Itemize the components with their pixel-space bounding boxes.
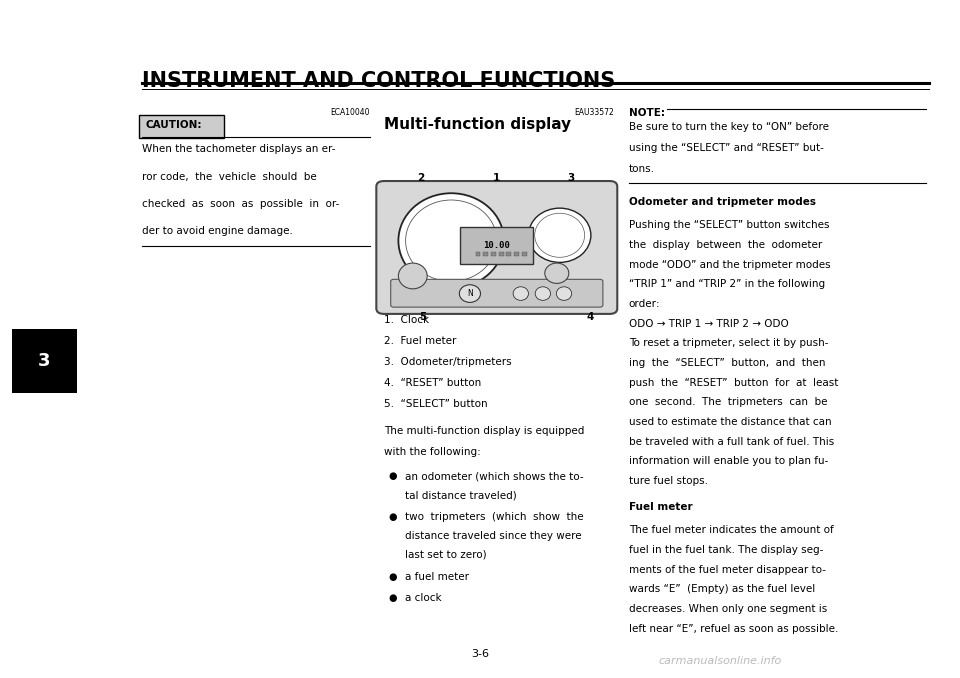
Text: Pushing the “SELECT” button switches: Pushing the “SELECT” button switches [629,220,829,231]
Text: left near “E”, refuel as soon as possible.: left near “E”, refuel as soon as possibl… [629,624,838,634]
FancyBboxPatch shape [499,252,504,256]
Text: NOTE:: NOTE: [629,108,665,119]
Text: EAU33572: EAU33572 [575,108,614,117]
Ellipse shape [405,200,497,281]
Ellipse shape [557,287,572,300]
FancyBboxPatch shape [507,252,512,256]
Text: 3: 3 [567,173,575,183]
Text: using the “SELECT” and “RESET” but-: using the “SELECT” and “RESET” but- [629,143,824,153]
Text: the  display  between  the  odometer: the display between the odometer [629,240,822,250]
Text: The fuel meter indicates the amount of: The fuel meter indicates the amount of [629,525,833,536]
FancyBboxPatch shape [12,329,77,393]
Text: carmanualsonline.info: carmanualsonline.info [659,656,781,666]
FancyBboxPatch shape [515,252,519,256]
Text: two  tripmeters  (which  show  the: two tripmeters (which show the [405,512,584,522]
FancyBboxPatch shape [391,279,603,307]
FancyBboxPatch shape [492,252,496,256]
Text: 5.  “SELECT” button: 5. “SELECT” button [384,399,488,410]
Text: 2.  Fuel meter: 2. Fuel meter [384,336,456,346]
Text: 1: 1 [493,173,500,183]
Text: ●: ● [389,512,397,522]
Text: 4: 4 [587,312,594,322]
Text: wards “E”  (Empty) as the fuel level: wards “E” (Empty) as the fuel level [629,584,815,595]
Text: Be sure to turn the key to “ON” before: Be sure to turn the key to “ON” before [629,122,828,132]
Text: INSTRUMENT AND CONTROL FUNCTIONS: INSTRUMENT AND CONTROL FUNCTIONS [142,71,615,91]
Text: The multi-function display is equipped: The multi-function display is equipped [384,426,585,436]
Ellipse shape [460,285,481,302]
Text: 2: 2 [417,173,424,183]
Text: 4.  “RESET” button: 4. “RESET” button [384,378,481,388]
Text: CAUTION:: CAUTION: [146,121,203,130]
Text: Fuel meter: Fuel meter [629,502,692,513]
Text: tons.: tons. [629,164,655,174]
Text: one  second.  The  tripmeters  can  be: one second. The tripmeters can be [629,397,828,407]
Ellipse shape [398,263,427,289]
Text: fuel in the fuel tank. The display seg-: fuel in the fuel tank. The display seg- [629,545,823,555]
Text: der to avoid engine damage.: der to avoid engine damage. [142,226,293,236]
Text: information will enable you to plan fu-: information will enable you to plan fu- [629,456,828,466]
Text: an odometer (which shows the to-: an odometer (which shows the to- [405,471,584,481]
Text: Odometer and tripmeter modes: Odometer and tripmeter modes [629,197,816,207]
Text: 10.00: 10.00 [484,241,510,250]
Text: mode “ODO” and the tripmeter modes: mode “ODO” and the tripmeter modes [629,260,830,270]
Ellipse shape [544,263,568,283]
Text: 3.  Odometer/tripmeters: 3. Odometer/tripmeters [384,357,512,367]
Ellipse shape [536,287,551,300]
Text: 1.  Clock: 1. Clock [384,315,429,325]
FancyBboxPatch shape [376,181,617,314]
Text: N: N [468,289,472,298]
FancyBboxPatch shape [461,227,534,264]
Text: distance traveled since they were: distance traveled since they were [405,531,582,541]
Text: ture fuel stops.: ture fuel stops. [629,476,708,486]
Text: last set to zero): last set to zero) [405,550,487,560]
Text: push  the  “RESET”  button  for  at  least: push the “RESET” button for at least [629,378,838,388]
Text: 3: 3 [37,353,51,370]
Text: used to estimate the distance that can: used to estimate the distance that can [629,417,831,427]
Text: a fuel meter: a fuel meter [405,572,469,582]
Text: ECA10040: ECA10040 [330,108,370,117]
Text: ●: ● [389,572,397,582]
Text: tal distance traveled): tal distance traveled) [405,490,516,500]
Text: with the following:: with the following: [384,447,481,457]
Text: order:: order: [629,299,660,309]
Text: When the tachometer displays an er-: When the tachometer displays an er- [142,144,336,155]
Text: 5: 5 [419,312,426,322]
Ellipse shape [535,213,585,257]
Text: decreases. When only one segment is: decreases. When only one segment is [629,604,828,614]
Ellipse shape [514,287,528,300]
Text: ing  the  “SELECT”  button,  and  then: ing the “SELECT” button, and then [629,358,826,368]
Text: To reset a tripmeter, select it by push-: To reset a tripmeter, select it by push- [629,338,828,348]
Text: ●: ● [389,471,397,481]
Text: ments of the fuel meter disappear to-: ments of the fuel meter disappear to- [629,565,826,575]
Text: checked  as  soon  as  possible  in  or-: checked as soon as possible in or- [142,199,340,209]
Text: “TRIP 1” and “TRIP 2” in the following: “TRIP 1” and “TRIP 2” in the following [629,279,825,290]
Text: ODO → TRIP 1 → TRIP 2 → ODO: ODO → TRIP 1 → TRIP 2 → ODO [629,319,788,329]
Ellipse shape [398,193,504,288]
FancyBboxPatch shape [484,252,489,256]
Text: be traveled with a full tank of fuel. This: be traveled with a full tank of fuel. Th… [629,437,834,447]
Text: ●: ● [389,593,397,603]
FancyBboxPatch shape [476,252,481,256]
Ellipse shape [528,208,590,262]
Text: Multi-function display: Multi-function display [384,117,571,132]
Text: ror code,  the  vehicle  should  be: ror code, the vehicle should be [142,172,317,182]
Text: a clock: a clock [405,593,442,603]
FancyBboxPatch shape [139,115,224,138]
Text: 3-6: 3-6 [471,649,489,659]
FancyBboxPatch shape [522,252,527,256]
